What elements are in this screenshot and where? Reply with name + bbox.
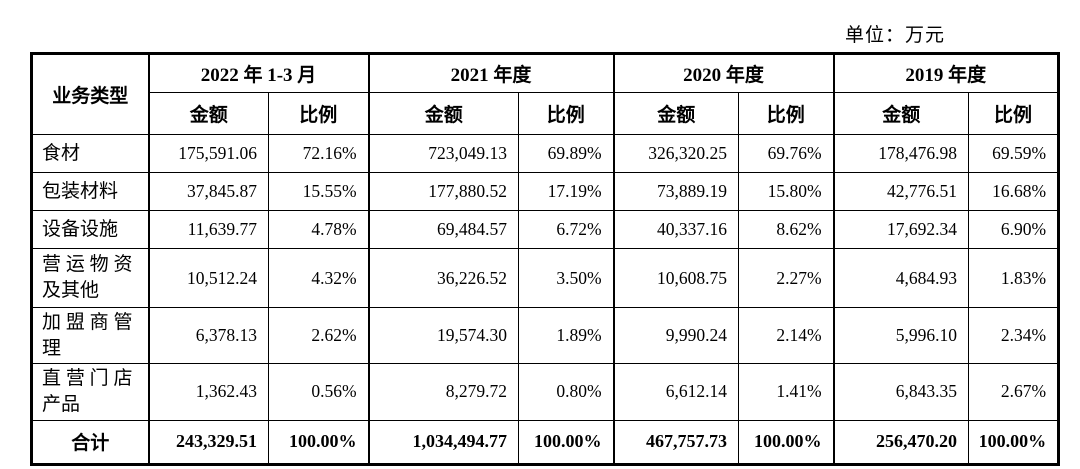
table-row: 直营门店产品 1,362.43 0.56% 8,279.72 0.80% 6,6… (31, 363, 1060, 421)
amount-cell: 9,990.24 (612, 306, 740, 365)
ratio-cell: 2.27% (738, 248, 835, 308)
period-header-row: 业务类型 2022 年 1-3 月 2021 年度 2020 年度 2019 年… (31, 53, 1060, 135)
ratio-cell: 1.83% (968, 248, 1060, 308)
total-ratio-cell: 100.00% (518, 419, 615, 465)
amount-cell: 1,362.43 (147, 363, 269, 421)
ratio-cell: 2.34% (968, 306, 1060, 365)
period-header-2020: 2020 年度 (612, 53, 835, 93)
amount-cell: 8,279.72 (367, 363, 520, 421)
ratio-cell: 4.32% (267, 248, 370, 308)
corner-header-business-type: 业务类型 (31, 53, 149, 135)
ratio-header: 比例 (738, 92, 835, 135)
ratio-cell: 2.67% (968, 363, 1060, 421)
amount-header: 金额 (612, 92, 740, 135)
table-row: 营运物资及其他 10,512.24 4.32% 36,226.52 3.50% … (31, 248, 1060, 308)
amount-cell: 37,845.87 (147, 172, 269, 211)
total-amount-cell: 243,329.51 (147, 419, 269, 465)
row-label: 营运物资及其他 (31, 248, 149, 308)
period-header-2022: 2022 年 1-3 月 (147, 53, 370, 93)
amount-cell: 19,574.30 (367, 306, 520, 365)
ratio-cell: 1.89% (518, 306, 615, 365)
amount-cell: 40,337.16 (612, 210, 740, 249)
sub-header-row: 金额 比例 金额 比例 金额 比例 金额 比例 (32, 92, 1060, 135)
ratio-header: 比例 (968, 92, 1060, 135)
period-header-2019: 2019 年度 (832, 53, 1060, 93)
amount-cell: 326,320.25 (612, 134, 740, 173)
ratio-cell: 0.56% (267, 363, 370, 421)
amount-cell: 11,639.77 (147, 210, 269, 249)
ratio-cell: 72.16% (267, 134, 370, 173)
ratio-cell: 16.68% (968, 172, 1060, 211)
total-amount-cell: 1,034,494.77 (367, 419, 520, 465)
amount-cell: 6,843.35 (832, 363, 970, 421)
ratio-cell: 3.50% (518, 248, 615, 308)
ratio-header: 比例 (518, 92, 615, 135)
total-ratio-cell: 100.00% (968, 419, 1060, 465)
total-amount-cell: 467,757.73 (612, 419, 740, 465)
total-ratio-cell: 100.00% (267, 419, 370, 465)
amount-cell: 69,484.57 (367, 210, 520, 249)
row-label: 食材 (31, 134, 149, 173)
ratio-cell: 8.62% (738, 210, 835, 249)
table-row: 食材 175,591.06 72.16% 723,049.13 69.89% 3… (31, 134, 1060, 173)
amount-header: 金额 (147, 92, 269, 135)
period-header-2021: 2021 年度 (367, 53, 615, 93)
amount-cell: 178,476.98 (832, 134, 970, 173)
amount-cell: 17,692.34 (832, 210, 970, 249)
amount-cell: 10,512.24 (147, 248, 269, 308)
ratio-cell: 15.80% (738, 172, 835, 211)
ratio-cell: 4.78% (267, 210, 370, 249)
row-label: 加盟商管理 (31, 306, 149, 365)
ratio-cell: 69.59% (968, 134, 1060, 173)
row-label: 直营门店产品 (31, 363, 149, 421)
table-row: 设备设施 11,639.77 4.78% 69,484.57 6.72% 40,… (31, 210, 1060, 249)
amount-cell: 10,608.75 (612, 248, 740, 308)
unit-label: 单位：万元 (845, 25, 946, 46)
table-row: 加盟商管理 6,378.13 2.62% 19,574.30 1.89% 9,9… (31, 306, 1060, 365)
row-label: 包装材料 (31, 172, 149, 211)
amount-cell: 42,776.51 (832, 172, 970, 211)
total-ratio-cell: 100.00% (738, 419, 835, 465)
ratio-cell: 69.89% (518, 134, 615, 173)
amount-header: 金额 (367, 92, 520, 135)
amount-cell: 73,889.19 (612, 172, 740, 211)
amount-cell: 177,880.52 (367, 172, 520, 211)
amount-cell: 6,612.14 (612, 363, 740, 421)
ratio-cell: 2.14% (738, 306, 835, 365)
ratio-cell: 0.80% (518, 363, 615, 421)
business-category-table: 业务类型 2022 年 1-3 月 2021 年度 2020 年度 2019 年… (30, 52, 1061, 466)
ratio-cell: 6.72% (518, 210, 615, 249)
table-row: 包装材料 37,845.87 15.55% 177,880.52 17.19% … (31, 172, 1060, 211)
amount-cell: 4,684.93 (832, 248, 970, 308)
total-amount-cell: 256,470.20 (832, 419, 970, 465)
ratio-cell: 1.41% (738, 363, 835, 421)
ratio-cell: 17.19% (518, 172, 615, 211)
row-label: 设备设施 (31, 210, 149, 249)
amount-cell: 6,378.13 (147, 306, 269, 365)
total-label: 合计 (31, 419, 149, 465)
ratio-header: 比例 (267, 92, 370, 135)
ratio-cell: 2.62% (267, 306, 370, 365)
amount-header: 金额 (832, 92, 970, 135)
total-row: 合计 243,329.51 100.00% 1,034,494.77 100.0… (31, 419, 1060, 465)
amount-cell: 175,591.06 (147, 134, 269, 173)
ratio-cell: 15.55% (267, 172, 370, 211)
amount-cell: 5,996.10 (832, 306, 970, 365)
amount-cell: 723,049.13 (367, 134, 520, 173)
ratio-cell: 6.90% (968, 210, 1060, 249)
ratio-cell: 69.76% (738, 134, 835, 173)
amount-cell: 36,226.52 (367, 248, 520, 308)
